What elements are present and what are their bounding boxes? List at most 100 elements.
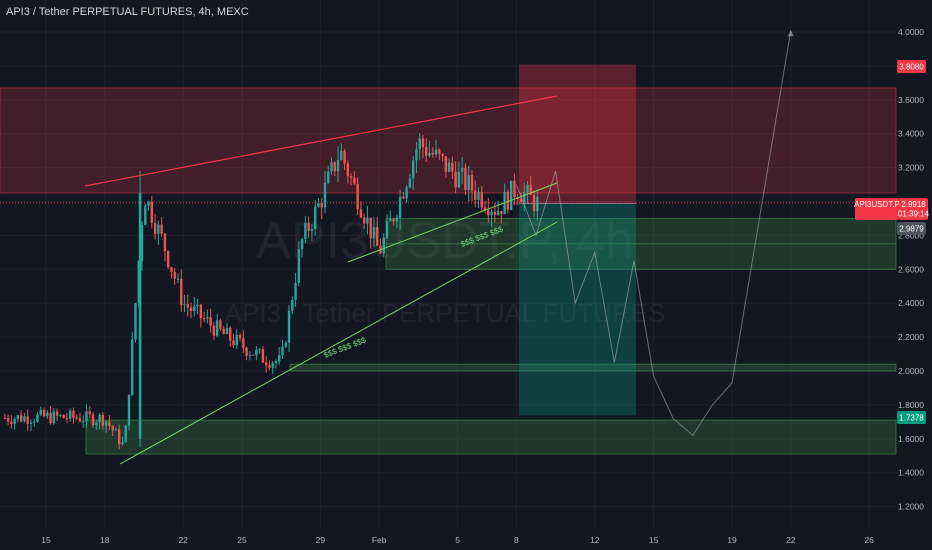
symbol-price-box (899, 198, 928, 220)
candle-body (238, 334, 242, 339)
candle-body (509, 180, 513, 210)
candle-body (131, 339, 134, 395)
candle-body (411, 160, 415, 179)
candle-body (49, 412, 52, 424)
candle-body (219, 320, 222, 329)
candle-body (85, 411, 88, 422)
candle-body (529, 185, 532, 195)
candle-body (425, 147, 428, 156)
projection-arrowhead (787, 30, 794, 37)
candle-body (251, 354, 255, 356)
candle-body (166, 251, 170, 268)
candle-body (117, 429, 121, 445)
candle-body (359, 209, 363, 218)
candle-body (327, 171, 330, 184)
candle-body (264, 362, 268, 366)
watermark-name: API3 / Tether PERPETUAL FUTURES (225, 298, 666, 328)
candle-body (493, 211, 497, 215)
candle-body (13, 418, 16, 424)
x-tick-label: 5 (455, 535, 460, 545)
y-tick-label: 2.4000 (898, 298, 924, 308)
candle-body (137, 261, 140, 304)
countdown-label: 01:39:14 (898, 210, 930, 219)
candle-body (150, 201, 154, 224)
candle-body (33, 421, 36, 423)
symbol-tag-name: API3USDT.P (854, 200, 900, 209)
candle-body (300, 239, 304, 250)
candle-body (16, 415, 20, 419)
y-tick-label: 3.2000 (898, 163, 924, 173)
candle-body (444, 156, 448, 172)
x-tick-label: 26 (864, 535, 874, 545)
candle-body (454, 171, 457, 188)
candle-body (229, 327, 232, 341)
candle-body (349, 176, 353, 178)
candle-body (287, 310, 291, 343)
candle-body (138, 193, 142, 439)
entry-price-label: 2.9879 (899, 225, 924, 234)
candle-body (10, 421, 13, 424)
y-tick-label: 2.2000 (898, 332, 924, 342)
candle-body (398, 196, 402, 218)
candle-body (104, 421, 108, 426)
candle-body (225, 327, 229, 334)
candle-body (248, 354, 252, 356)
candle-body (75, 417, 78, 419)
candle-body (245, 347, 248, 356)
candle-body (170, 267, 173, 272)
candle-body (140, 225, 144, 262)
stop-price-tag (897, 60, 926, 73)
candle-body (434, 149, 438, 155)
candle-body (186, 304, 189, 308)
candle-body (72, 410, 75, 418)
supply-zone (0, 87, 897, 194)
candle-body (23, 416, 26, 422)
projection-path (515, 30, 792, 437)
candles (3, 133, 539, 449)
candle-body (78, 418, 82, 422)
demand-zone-middle (289, 363, 897, 372)
candle-body (346, 163, 350, 177)
candle-body (480, 191, 483, 208)
candle-body (235, 334, 238, 346)
candle-body (323, 183, 327, 208)
candle-body (157, 224, 160, 234)
candle-body (392, 219, 395, 222)
chart-title: API3 / Tether PERPETUAL FUTURES, 4h, MEX… (6, 6, 249, 18)
candle-body (333, 162, 336, 172)
candle-body (477, 191, 480, 200)
x-tick-label: 15 (649, 535, 659, 545)
x-tick-label: 18 (100, 535, 110, 545)
candle-body (91, 414, 95, 426)
symbol-price-label: 2.9918 (901, 200, 926, 209)
target-price-tag (897, 411, 926, 424)
candle-body (258, 349, 261, 351)
trendlines (84, 30, 794, 465)
candle-body (284, 342, 287, 347)
candle-body (483, 207, 487, 211)
candle-body (55, 411, 59, 416)
candle-body (163, 233, 167, 252)
candle-body (532, 194, 536, 212)
candle-body (385, 221, 389, 238)
candle-body (382, 237, 385, 254)
candle-body (490, 211, 493, 216)
candle-body (431, 152, 434, 155)
x-tick-label: 8 (514, 535, 519, 545)
candle-body (340, 150, 343, 160)
candle-body (500, 211, 503, 215)
candle-body (464, 167, 467, 191)
candle-body (183, 304, 186, 306)
candle-body (457, 171, 461, 188)
candle-body (212, 325, 216, 336)
candle-body (474, 190, 477, 200)
candle-body (39, 409, 42, 415)
demand-zone-lower (85, 419, 897, 455)
candle-body (441, 153, 444, 157)
candle-body (523, 192, 526, 203)
candle-body (428, 152, 431, 156)
candle-body (405, 187, 408, 199)
candle-body (202, 318, 206, 320)
x-tick-label: 15 (41, 535, 51, 545)
